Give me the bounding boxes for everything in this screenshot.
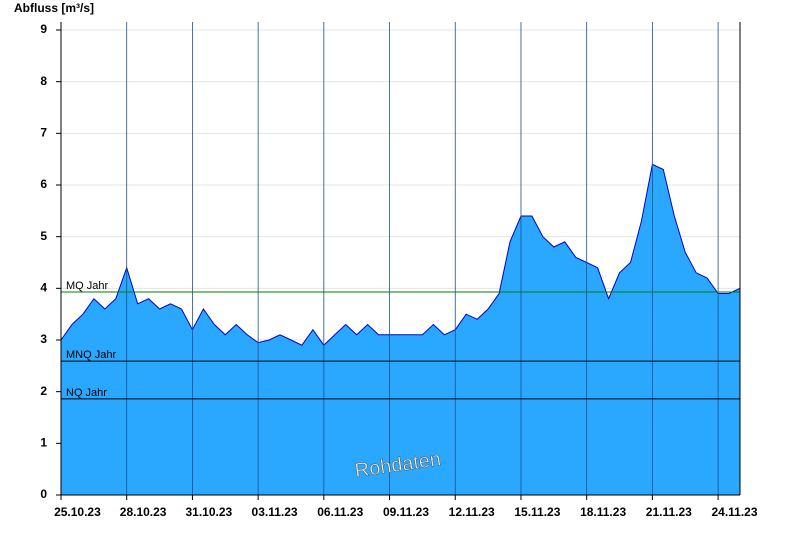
y-tick-label: 7	[40, 126, 47, 140]
y-tick-label: 2	[40, 384, 47, 398]
area	[61, 164, 740, 496]
area-outline	[60, 163, 741, 346]
x-tick-label: 24.11.23	[711, 505, 757, 519]
y-tick-label: 3	[40, 332, 47, 346]
y-tick-label: 8	[40, 74, 47, 88]
y-tick-label: 0	[40, 487, 47, 501]
y-axis-label: Abfluss [m³/s]	[14, 1, 94, 15]
y-tick-label: 6	[40, 177, 47, 191]
y-tick-label: 5	[40, 229, 47, 243]
reference-label: MQ Jahr	[66, 280, 109, 292]
y-tick-label: 9	[40, 22, 47, 36]
y-tick-label: 1	[40, 436, 47, 450]
x-tick-label: 15.11.23	[514, 505, 560, 519]
x-tick-label: 31.10.23	[185, 505, 232, 519]
y-tick-label: 4	[40, 281, 47, 295]
x-tick-label: 28.10.23	[120, 505, 167, 519]
x-tick-label: 12.11.23	[449, 505, 495, 519]
x-tick-label: 21.11.23	[646, 505, 692, 519]
x-tick-label: 03.11.23	[252, 505, 298, 519]
x-tick-label: 25.10.23	[54, 505, 101, 519]
x-tick-label: 09.11.23	[383, 505, 429, 519]
reference-label: NQ Jahr	[66, 387, 107, 399]
reference-label: MNQ Jahr	[66, 349, 116, 361]
x-tick-label: 18.11.23	[580, 505, 626, 519]
x-tick-label: 06.11.23	[317, 505, 363, 519]
